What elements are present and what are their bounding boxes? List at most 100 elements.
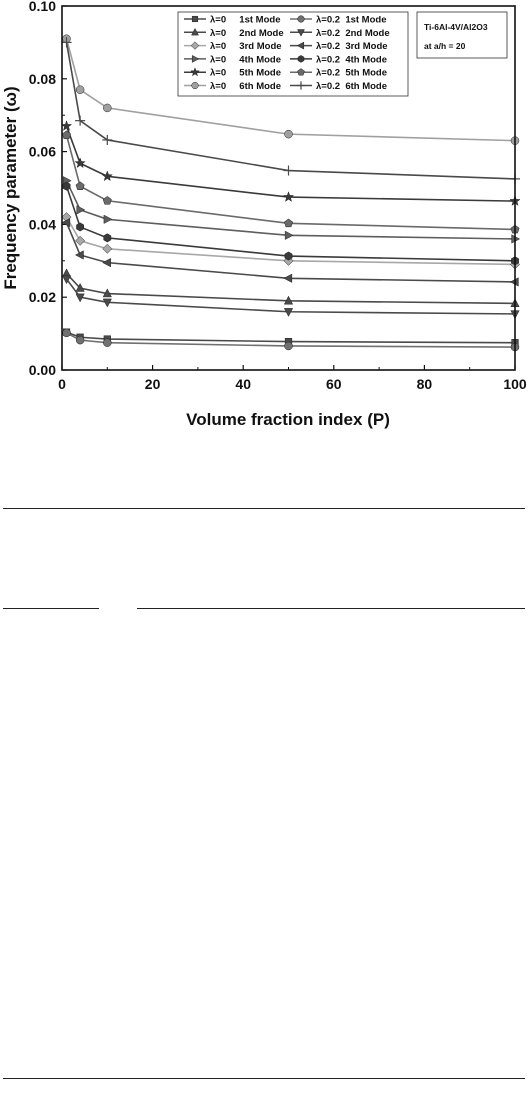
legend-item: λ=0.2 4th Mode	[290, 54, 387, 65]
data-point	[284, 251, 293, 261]
material-note: Ti-6Al-4V/Al2O3 at a/h = 20	[416, 11, 508, 59]
data-point	[75, 181, 85, 190]
legend-box	[177, 11, 409, 97]
legend-item: λ=0 4th Mode	[184, 54, 281, 65]
tick-labels: 0 20 40 60 80 100 0.00 0.02 0.04 0.06 0.08 0.10	[29, 0, 527, 392]
legend-marker	[191, 81, 199, 90]
legend-item: λ=0 1st Mode	[184, 15, 281, 26]
data-point	[283, 295, 294, 305]
legend-marker	[296, 81, 306, 90]
data-point	[61, 37, 72, 48]
series-layer	[60, 34, 521, 352]
data-point	[103, 233, 112, 243]
legend-marker	[191, 27, 199, 36]
legend-item: λ=0 5th Mode	[184, 67, 281, 79]
legend-label: λ=0.2 3rd Mode	[316, 41, 388, 52]
legend-marker	[191, 54, 200, 63]
data-point	[62, 181, 71, 191]
data-point	[75, 115, 86, 126]
legend-label: λ=0.2 4th Mode	[316, 54, 387, 65]
data-point	[75, 85, 85, 94]
series-8	[61, 275, 520, 320]
legend-item: λ=0.2 3rd Mode	[290, 41, 388, 52]
plot-frame	[61, 5, 516, 371]
y-tick-label: 0.00	[29, 362, 56, 378]
data-point	[283, 308, 294, 317]
data-point	[76, 205, 86, 215]
series-7	[62, 328, 520, 352]
data-point	[76, 222, 85, 232]
data-point	[284, 341, 293, 351]
legend-marker	[191, 15, 199, 23]
legend-marker	[190, 41, 200, 50]
data-point	[62, 130, 72, 140]
y-tick-label: 0.02	[29, 289, 56, 305]
legend-item: λ=0.2 1st Mode	[290, 15, 387, 26]
x-tick-label: 0	[58, 376, 66, 392]
data-point	[74, 157, 86, 169]
data-point	[282, 191, 295, 202]
legend: λ=0 1st Mode λ=0 2nd Mode λ=0 3rd Mode λ=0 …	[177, 11, 409, 97]
legend-item: λ=0 6th Mode	[184, 81, 281, 92]
data-point	[75, 335, 85, 345]
data-point	[75, 282, 85, 292]
legend-label: λ=0 6th Mode	[210, 81, 281, 92]
legend-label: λ=0 1st Mode	[210, 15, 281, 26]
data-point	[102, 288, 112, 298]
data-point	[101, 170, 114, 182]
y-tick-label: 0.10	[29, 0, 56, 14]
legend-label: λ=0.2 5th Mode	[316, 68, 387, 79]
y-tick-label: 0.06	[29, 144, 56, 160]
legend-marker	[190, 67, 200, 77]
data-point	[102, 134, 113, 145]
legend-item: λ=0.2 2nd Mode	[290, 28, 390, 39]
data-point	[283, 165, 294, 176]
data-point	[74, 250, 84, 260]
legend-item: λ=0.2 5th Mode	[290, 68, 387, 79]
legend-marker	[297, 29, 305, 37]
legend-marker	[297, 15, 305, 23]
data-point	[61, 217, 71, 228]
legend-item: λ=0 2nd Mode	[184, 28, 284, 39]
legend-item: λ=0.2 6th Mode	[290, 81, 387, 92]
data-point	[75, 235, 86, 246]
data-point	[284, 218, 293, 228]
page-divider-1	[3, 508, 525, 509]
y-axis-title: Frequency parameter (ω)	[1, 86, 20, 289]
data-point	[103, 338, 112, 347]
legend-label: λ=0 4th Mode	[210, 54, 281, 65]
x-tick-label: 100	[503, 376, 527, 392]
x-tick-label: 80	[417, 376, 433, 392]
data-point	[102, 243, 113, 254]
data-point	[102, 196, 112, 205]
legend-item: λ=0 3rd Mode	[184, 41, 282, 52]
data-point	[103, 103, 112, 113]
data-point	[284, 129, 293, 139]
y-tick-label: 0.08	[29, 71, 56, 87]
x-tick-label: 60	[326, 376, 342, 392]
y-tick-label: 0.04	[29, 216, 56, 232]
legend-marker	[296, 41, 305, 50]
series-11	[62, 130, 520, 234]
legend-label: λ=0.2 6th Mode	[316, 81, 387, 92]
series-9	[61, 217, 519, 287]
legend-label: λ=0 3rd Mode	[210, 41, 282, 52]
page-divider-2b	[137, 608, 525, 609]
legend-label: λ=0.2 2nd Mode	[316, 28, 390, 39]
data-point	[61, 275, 72, 285]
legend-label: λ=0 2nd Mode	[210, 28, 284, 39]
data-point	[62, 328, 71, 338]
x-axis-title: Volume fraction index (P)	[186, 410, 390, 429]
material-label: Ti-6Al-4V/Al2O3	[424, 22, 488, 32]
x-tick-label: 20	[145, 376, 161, 392]
legend-label: λ=0 5th Mode	[210, 68, 281, 79]
x-tick-label: 40	[235, 376, 251, 392]
data-point	[284, 230, 294, 240]
material-note-box	[416, 11, 508, 59]
data-point	[75, 293, 85, 303]
data-point	[103, 214, 113, 224]
legend-marker	[297, 55, 305, 63]
legend-label: λ=0.2 1st Mode	[316, 15, 387, 26]
